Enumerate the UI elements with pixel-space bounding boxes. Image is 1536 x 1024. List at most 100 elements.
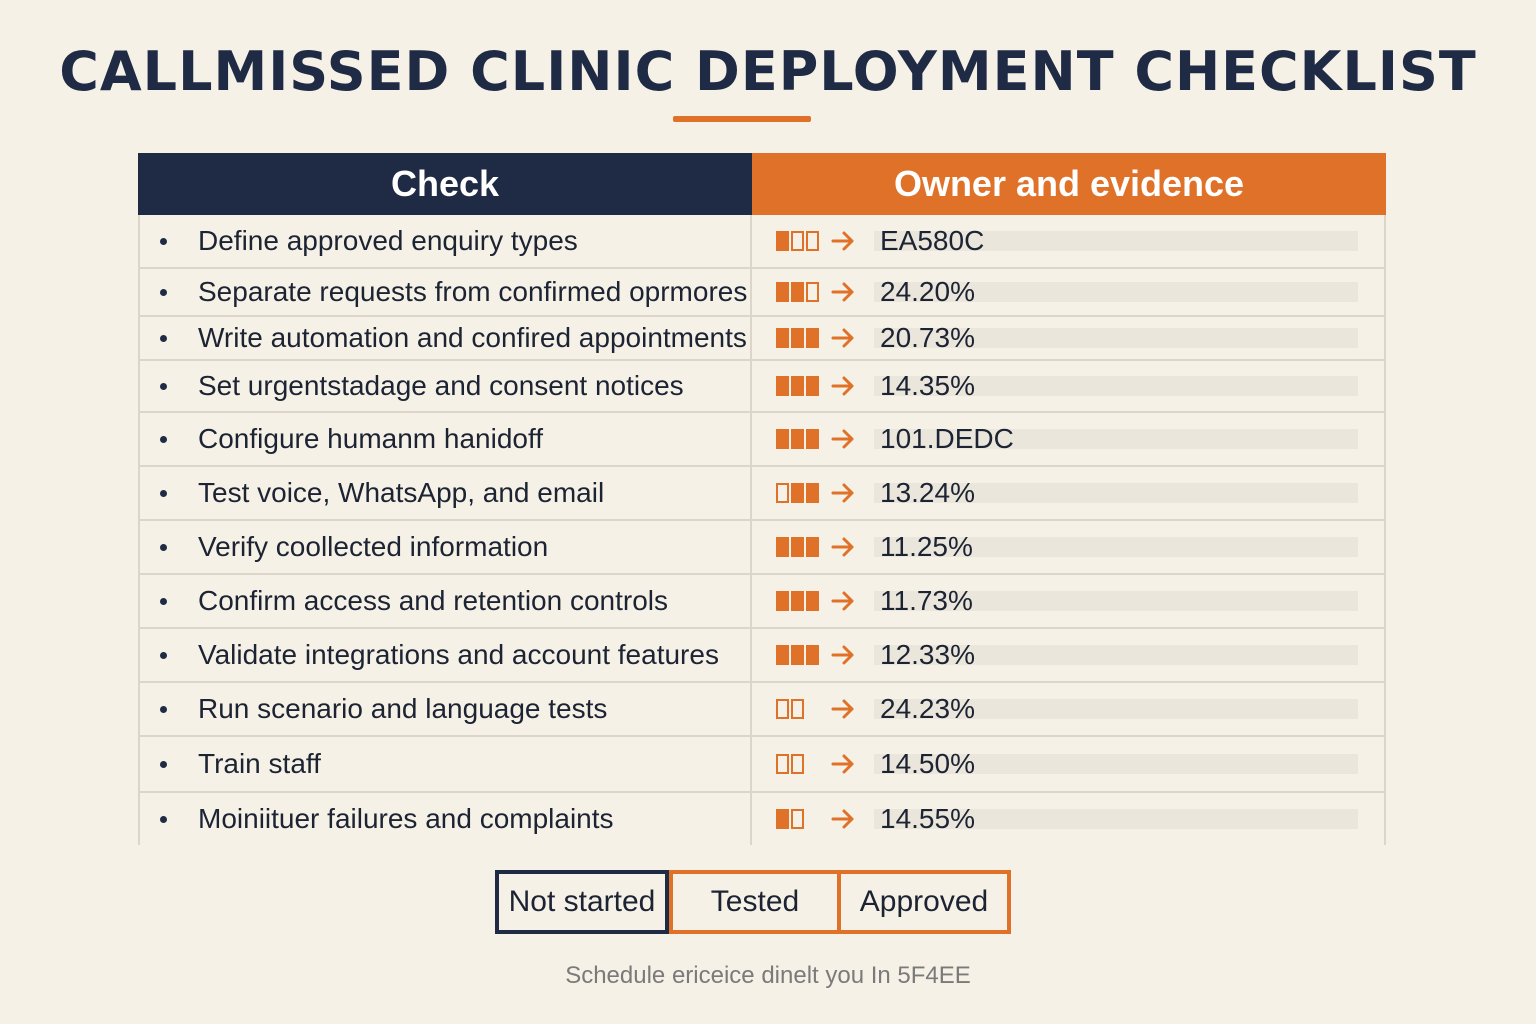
filled-block [791,282,804,302]
check-label: Configure humanm hanidoff [198,423,544,454]
arrow-right-icon [831,483,854,503]
filled-block [791,429,804,449]
empty-block [791,231,804,251]
empty-block [791,699,804,719]
filled-block [806,376,819,396]
filled-block [776,231,789,251]
filled-block [776,328,789,348]
filled-block [806,537,819,557]
arrow-right-icon [831,429,854,449]
owner-cell: 12.33% [752,629,1386,681]
table-row: Write automation and confired appointmen… [138,317,1386,361]
table-row: Verify coollected information 11.25% [138,521,1386,575]
check-label: Verify coollected information [198,531,549,562]
table-row: Train staff 14.50% [138,737,1386,793]
check-cell: Configure humanm hanidoff [138,413,752,465]
check-label: Define approved enquiry types [198,225,578,256]
arrow-right-icon [831,537,854,557]
owner-cell: 24.23% [752,683,1386,735]
evidence-bar-track [874,282,1358,302]
evidence-bar-track [874,537,1358,557]
status-blocks-icon [776,483,819,503]
check-label: Moiniituer failures and complaints [198,803,614,834]
evidence-bar-track [874,328,1358,348]
owner-cell: EA580C [752,215,1386,267]
owner-cell: 11.73% [752,575,1386,627]
evidence-value: 11.73% [880,585,973,616]
table-header: Check Owner and evidence [138,153,1386,215]
bullet-icon [160,815,167,823]
status-blocks-icon [776,591,819,611]
filled-block [806,429,819,449]
check-label: Set urgentstadage and consent notices [198,370,684,401]
empty-block [776,483,789,503]
evidence-value: 20.73% [880,322,975,353]
arrow-right-icon [831,231,854,251]
tested-button[interactable]: Tested [669,870,841,934]
evidence-value: 14.50% [880,748,975,779]
evidence-bar-track [874,809,1358,829]
bullet-icon [160,382,167,390]
evidence-bar-track [874,699,1358,719]
owner-cell: 11.25% [752,521,1386,573]
evidence-value: 24.23% [880,693,975,724]
owner-cell: 101.DEDC [752,413,1386,465]
check-cell: Train staff [138,737,752,791]
check-label: Separate requests from confirmed oprmore… [198,276,748,307]
filled-block [791,645,804,665]
filled-block [806,483,819,503]
approved-button[interactable]: Approved [841,870,1011,934]
footer-text: Schedule ericeice dinelt you In 5F4EE [565,962,971,989]
table-row: Confirm access and retention controls 11.… [138,575,1386,629]
check-cell: Test voice, WhatsApp, and email [138,467,752,519]
check-cell: Separate requests from confirmed oprmore… [138,269,752,315]
filled-block [776,809,789,829]
evidence-value: 24.20% [880,276,975,307]
check-cell: Validate integrations and account featur… [138,629,752,681]
empty-block [776,754,789,774]
check-label: Run scenario and language tests [198,693,608,724]
empty-block [791,754,804,774]
check-cell: Define approved enquiry types [138,215,752,267]
status-blocks-icon [776,429,819,449]
page-title: CALLMISSED CLINIC DEPLOYMENT CHECKLIST [59,40,1477,103]
filled-block [791,591,804,611]
bullet-icon [160,543,167,551]
arrow-right-icon [831,699,854,719]
bullet-icon [160,489,167,497]
check-label: Test voice, WhatsApp, and email [198,477,605,508]
bullet-icon [160,705,167,713]
checklist-table: Check Owner and evidence Define approved… [138,153,1386,845]
header-owner-evidence: Owner and evidence [752,153,1386,215]
filled-block [776,429,789,449]
evidence-value: EA580C [880,225,985,256]
arrow-right-icon [831,645,854,665]
table-row: Run scenario and language tests 24.23% [138,683,1386,737]
bullet-icon [160,288,167,296]
owner-cell: 14.55% [752,793,1386,845]
owner-cell: 14.35% [752,361,1386,411]
table-row: Test voice, WhatsApp, and email 13.24% [138,467,1386,521]
evidence-value: 14.55% [880,803,975,834]
status-blocks-icon [776,282,819,302]
check-cell: Verify coollected information [138,521,752,573]
table-row: Set urgentstadage and consent notices 14.… [138,361,1386,413]
status-blocks-icon [776,754,804,774]
arrow-right-icon [831,328,854,348]
not-started-button[interactable]: Not started [495,870,669,934]
status-blocks-icon [776,809,804,829]
table-row: Define approved enquiry types EA580C [138,215,1386,269]
evidence-bar-track [874,645,1358,665]
evidence-bar-track [874,231,1358,251]
bullet-icon [160,435,167,443]
table-row: Separate requests from confirmed oprmore… [138,269,1386,317]
check-cell: Moiniituer failures and complaints [138,793,752,845]
owner-cell: 14.50% [752,737,1386,791]
bullet-icon [160,334,167,342]
bullet-icon [160,651,167,659]
bullet-icon [160,237,167,245]
arrow-right-icon [831,376,854,396]
check-cell: Confirm access and retention controls [138,575,752,627]
arrow-right-icon [831,282,854,302]
bullet-icon [160,760,167,768]
